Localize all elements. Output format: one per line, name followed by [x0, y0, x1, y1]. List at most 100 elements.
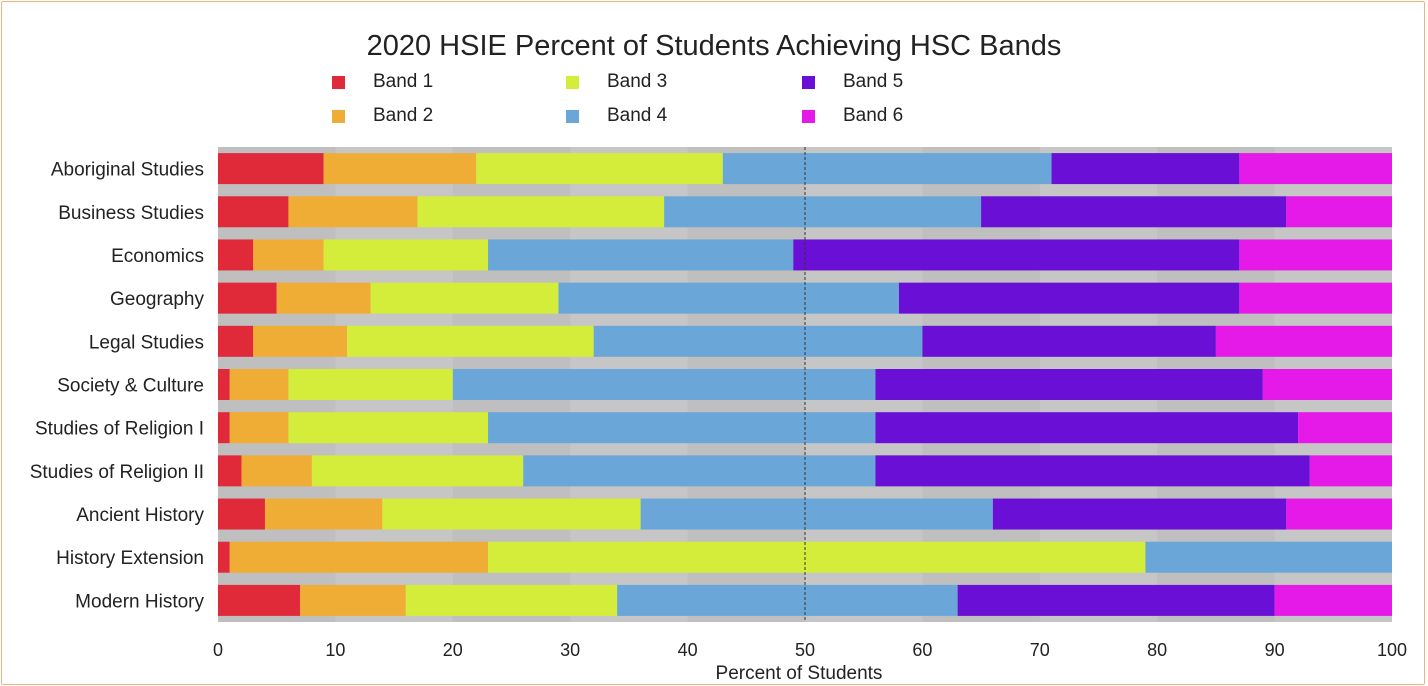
legend-item: Band 4 — [566, 104, 667, 128]
bar-band-5 — [875, 369, 1263, 400]
legend-item: Band 1 — [332, 70, 433, 94]
bar-band-5 — [957, 584, 1275, 616]
x-tick-label: 100 — [1377, 640, 1407, 660]
x-axis-title: Percent of Students — [716, 663, 883, 684]
bar-band-4 — [664, 196, 982, 228]
bar-band-2 — [229, 412, 289, 444]
category-label: History Extension — [56, 548, 204, 569]
bar-band-6 — [1286, 196, 1392, 228]
legend-item: Band 5 — [802, 70, 903, 94]
bar-band-3 — [405, 584, 618, 616]
legend-label: Band 3 — [607, 71, 668, 92]
category-label: Business Studies — [58, 203, 204, 224]
bar-band-2 — [264, 498, 383, 530]
bar-band-2 — [241, 455, 312, 487]
legend-label: Band 2 — [373, 105, 434, 126]
bar-band-6 — [1239, 239, 1392, 271]
bar-band-4 — [617, 584, 958, 616]
category-label: Ancient History — [76, 505, 204, 526]
legend-item: Band 2 — [332, 104, 433, 128]
bar-band-6 — [1239, 282, 1392, 314]
x-tick-label: 50 — [795, 640, 815, 660]
x-tick-label: 90 — [1265, 640, 1285, 660]
bar-band-5 — [992, 498, 1287, 530]
legend-label: Band 1 — [373, 71, 434, 92]
category-label: Studies of Religion II — [30, 462, 204, 483]
x-tick-label: 0 — [213, 640, 223, 660]
legend-label: Band 5 — [843, 71, 904, 92]
legend-item: Band 6 — [802, 104, 903, 128]
bar-band-1 — [218, 584, 301, 616]
bar-band-4 — [593, 325, 923, 357]
bar-band-3 — [417, 196, 665, 228]
category-label: Aboriginal Studies — [51, 160, 204, 181]
legend-label: Band 4 — [607, 105, 668, 126]
bar-band-5 — [793, 239, 1240, 271]
legend-swatch — [566, 109, 579, 123]
x-tick-label: 10 — [325, 640, 345, 660]
chart-title: 2020 HSIE Percent of Students Achieving … — [366, 30, 1062, 62]
x-tick-label: 30 — [560, 640, 580, 660]
legend-swatch — [332, 109, 345, 123]
legend-swatch — [332, 75, 345, 89]
bar-band-1 — [218, 412, 230, 444]
bar-band-1 — [218, 325, 254, 357]
bar-band-1 — [218, 541, 230, 573]
x-tick-label: 70 — [1030, 640, 1050, 660]
category-label: Legal Studies — [89, 332, 204, 353]
bar-band-6 — [1262, 369, 1392, 400]
bar-band-2 — [288, 196, 418, 228]
bar-band-3 — [488, 541, 1146, 573]
bar-band-2 — [276, 282, 371, 314]
bar-band-4 — [452, 369, 876, 400]
legend-label: Band 6 — [843, 105, 904, 126]
category-label: Geography — [110, 289, 205, 310]
legend-item: Band 3 — [566, 70, 667, 94]
bar-band-1 — [218, 282, 277, 314]
bar-band-4 — [488, 412, 876, 444]
legend-swatch — [802, 109, 815, 123]
bar-band-3 — [370, 282, 559, 314]
bar-band-1 — [218, 369, 230, 400]
bar-band-4 — [488, 239, 794, 271]
bar-band-6 — [1274, 584, 1392, 616]
x-tick-label: 80 — [1147, 640, 1167, 660]
bar-band-6 — [1309, 455, 1392, 487]
bar-band-6 — [1298, 412, 1392, 444]
bar-band-6 — [1215, 325, 1392, 357]
bar-band-1 — [218, 196, 289, 228]
bar-band-6 — [1239, 153, 1392, 185]
bar-band-4 — [558, 282, 899, 314]
bar-band-1 — [218, 239, 254, 271]
bar-band-2 — [253, 325, 348, 357]
bar-band-3 — [311, 455, 524, 487]
bar-band-5 — [875, 412, 1299, 444]
bar-band-5 — [1051, 153, 1240, 185]
bar-band-2 — [253, 239, 324, 271]
category-label: Economics — [111, 246, 204, 267]
bar-band-3 — [347, 325, 594, 357]
bar-band-1 — [218, 153, 324, 185]
category-label: Studies of Religion I — [35, 419, 204, 440]
bar-band-3 — [476, 153, 723, 185]
category-label: Society & Culture — [57, 376, 204, 397]
x-tick-label: 40 — [678, 640, 698, 660]
bar-band-6 — [1286, 498, 1392, 530]
bar-band-4 — [722, 153, 1052, 185]
bar-band-2 — [229, 541, 489, 573]
bar-band-4 — [1145, 541, 1392, 573]
bar-band-2 — [323, 153, 477, 185]
bar-band-3 — [288, 369, 453, 400]
x-tick-label: 20 — [443, 640, 463, 660]
legend-swatch — [802, 75, 815, 89]
bar-band-3 — [323, 239, 489, 271]
bar-band-4 — [640, 498, 993, 530]
bar-band-1 — [218, 455, 242, 487]
bar-band-3 — [288, 412, 489, 444]
bar-band-4 — [523, 455, 876, 487]
bar-band-3 — [382, 498, 641, 530]
x-tick-label: 60 — [912, 640, 932, 660]
bar-band-5 — [922, 325, 1216, 357]
